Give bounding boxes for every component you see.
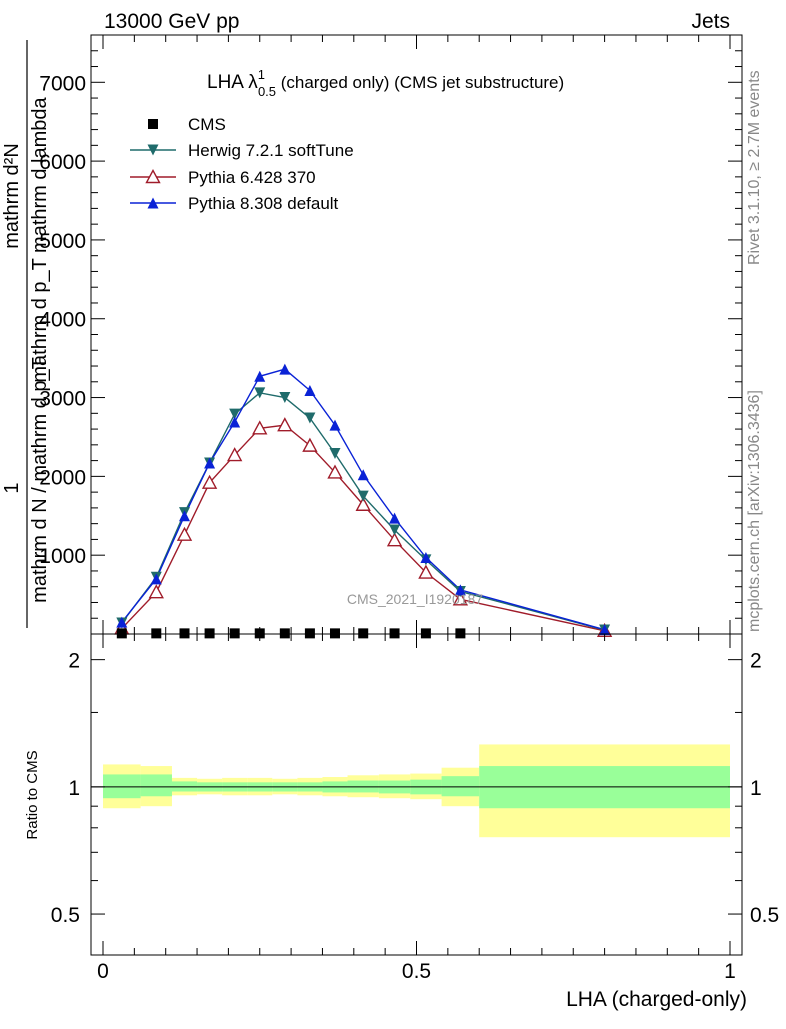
data-point-series-2 bbox=[226, 447, 243, 462]
data-point-series-2 bbox=[355, 496, 371, 511]
ratio-y-label: Ratio to CMS bbox=[24, 750, 41, 839]
legend-label: Pythia 6.428 370 bbox=[188, 168, 316, 187]
data-point-series-3 bbox=[116, 616, 128, 628]
x-tick-label: 0.5 bbox=[402, 960, 431, 983]
ratio-band-inner bbox=[441, 776, 480, 797]
data-point-series-1 bbox=[389, 524, 401, 536]
main-series bbox=[114, 363, 613, 639]
ratio-y-tick-label-right: 0.5 bbox=[750, 904, 779, 927]
y-label-prefix-den: mathrm d N / mathrm d p_T bbox=[29, 357, 51, 603]
y-tick-label: 4000 bbox=[39, 309, 86, 332]
data-point-series-0 bbox=[358, 628, 369, 639]
data-point-series-1 bbox=[357, 490, 369, 502]
data-point-series-3 bbox=[150, 573, 162, 585]
y-tick-label: 6000 bbox=[39, 151, 86, 174]
data-point-series-0 bbox=[279, 628, 290, 639]
y-label-denominator: mathrm d p_T mathrm d lambda bbox=[29, 96, 51, 382]
data-point-series-0 bbox=[304, 628, 315, 639]
data-point-series-1 bbox=[304, 412, 316, 424]
data-point-series-3 bbox=[389, 512, 401, 524]
x-tick-label: 1 bbox=[724, 960, 736, 983]
data-point-series-3 bbox=[357, 469, 369, 481]
data-point-series-2 bbox=[277, 417, 293, 432]
data-point-series-0 bbox=[229, 628, 240, 639]
x-tick-label: 0 bbox=[97, 960, 109, 983]
data-point-series-0 bbox=[254, 628, 265, 639]
ratio-y-tick-label-left: 0.5 bbox=[51, 904, 80, 927]
data-point-series-0 bbox=[455, 628, 466, 639]
data-point-series-0 bbox=[204, 628, 215, 639]
legend-marker bbox=[147, 144, 159, 156]
rivet-label: Rivet 3.1.10, ≥ 2.7M events bbox=[746, 70, 763, 265]
main-y-axis: 1000 2000 3000 4000 5000 6000 7000 bbox=[39, 35, 742, 634]
mcplots-label: mcplots.cern.ch [arXiv:1306.3436] bbox=[746, 390, 763, 632]
data-point-series-0 bbox=[151, 628, 162, 639]
data-point-series-2 bbox=[302, 437, 318, 452]
legend: CMS Herwig 7.2.1 softTune Pythia 6.428 370… bbox=[130, 115, 354, 213]
ratio-band-inner bbox=[103, 774, 141, 799]
x-axis-label: LHA (charged-only) bbox=[566, 988, 747, 1011]
data-point-series-1 bbox=[279, 392, 291, 404]
ratio-y-tick-label-right: 1 bbox=[750, 777, 762, 800]
data-point-series-0 bbox=[389, 628, 400, 639]
legend-label: Herwig 7.2.1 softTune bbox=[188, 141, 354, 160]
y-tick-label: 2000 bbox=[39, 466, 86, 489]
legend-marker bbox=[147, 197, 159, 209]
header-energy: 13000 GeV pp bbox=[104, 10, 239, 33]
data-point-series-3 bbox=[420, 552, 432, 564]
data-point-series-2 bbox=[148, 584, 164, 599]
data-point-series-2 bbox=[327, 464, 343, 479]
data-point-series-3 bbox=[204, 457, 216, 469]
data-point-series-3 bbox=[229, 416, 241, 428]
main-y-label: 1 mathrm d N / mathrm d p_T mathrm d²N m… bbox=[1, 40, 51, 628]
data-point-series-2 bbox=[418, 564, 434, 579]
ratio-x-axis: 0 0.5 1 bbox=[97, 634, 736, 983]
data-point-series-0 bbox=[420, 628, 431, 639]
y-label-prefix: 1 bbox=[1, 482, 23, 493]
ratio-panel: 0.5 0.51 12 2 0 0.5 1 Ratio to CMS LHA (charg… bbox=[24, 633, 779, 1011]
data-point-series-2 bbox=[176, 526, 193, 541]
data-point-series-0 bbox=[179, 628, 190, 639]
data-point-series-3 bbox=[454, 584, 466, 596]
data-point-series-3 bbox=[179, 510, 191, 522]
y-tick-label: 3000 bbox=[39, 388, 86, 411]
y-tick-label: 7000 bbox=[39, 72, 86, 95]
plot-title: LHA λ1 0.5 (charged only) (CMS jet substr… bbox=[207, 67, 564, 99]
main-panel: 1000 2000 3000 4000 5000 6000 7000 CMS_2021_I1… bbox=[1, 34, 743, 639]
data-point-series-2 bbox=[452, 591, 469, 606]
y-label-numerator: mathrm d²N bbox=[1, 143, 23, 249]
ratio-bands bbox=[103, 744, 730, 838]
data-point-series-0 bbox=[116, 628, 127, 639]
data-point-series-3 bbox=[254, 370, 266, 382]
legend-label: CMS bbox=[188, 115, 226, 134]
ratio-frame bbox=[90, 633, 743, 956]
data-point-series-2 bbox=[201, 474, 218, 489]
data-point-series-0 bbox=[329, 628, 340, 639]
ratio-y-tick-label-left: 2 bbox=[68, 650, 80, 673]
watermark: CMS_2021_I1920187 bbox=[347, 591, 483, 607]
legend-label: Pythia 8.308 default bbox=[188, 194, 339, 213]
data-point-series-2 bbox=[386, 532, 403, 547]
data-point-series-3 bbox=[304, 384, 316, 396]
series-line-3 bbox=[121, 368, 605, 631]
data-point-series-2 bbox=[252, 420, 268, 435]
data-point-series-3 bbox=[329, 419, 341, 431]
header-jets: Jets bbox=[691, 10, 730, 33]
ratio-band-inner bbox=[140, 774, 172, 797]
data-point-series-1 bbox=[329, 448, 341, 460]
legend-marker bbox=[148, 119, 158, 129]
data-point-series-3 bbox=[279, 363, 291, 375]
series-line-2 bbox=[121, 424, 605, 632]
ratio-y-tick-label-left: 1 bbox=[68, 777, 80, 800]
y-tick-label: 5000 bbox=[39, 230, 86, 253]
y-tick-label: 1000 bbox=[39, 545, 86, 568]
ratio-y-tick-label-right: 2 bbox=[750, 650, 762, 673]
data-point-series-1 bbox=[254, 387, 266, 399]
legend-marker bbox=[145, 169, 161, 184]
data-point-series-1 bbox=[229, 408, 241, 420]
data-point-series-3 bbox=[599, 624, 611, 636]
ratio-y-axis: 0.5 0.5 1 1 2 2 bbox=[51, 650, 779, 927]
